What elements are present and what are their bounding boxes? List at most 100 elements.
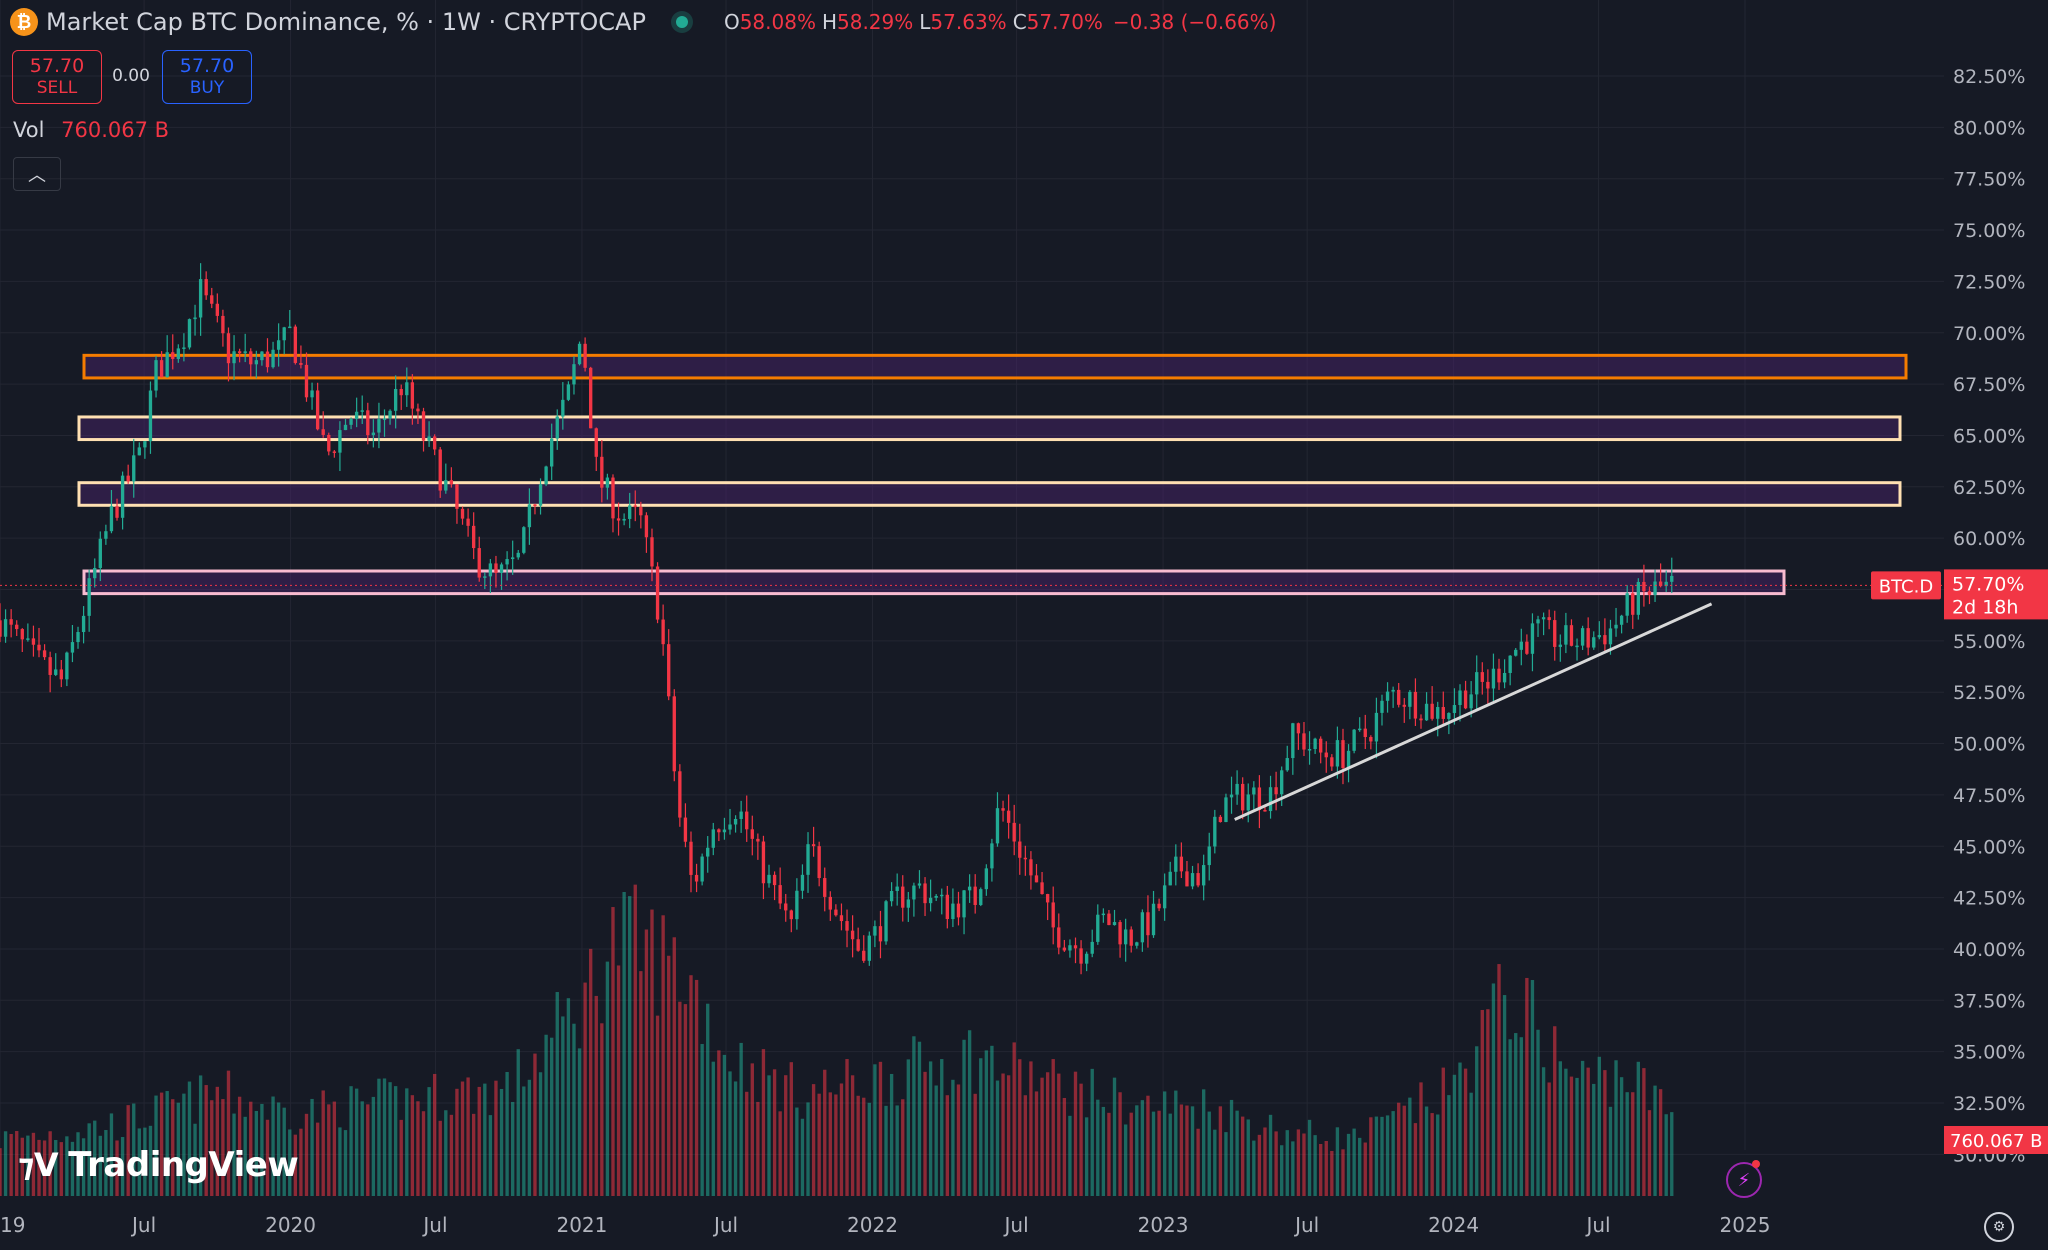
volume-bar (204, 1085, 208, 1196)
volume-bar (1096, 1099, 1100, 1196)
volume-legend: Vol 760.067 B (13, 118, 169, 142)
volume-bar (193, 1123, 197, 1196)
price-scale[interactable]: 82.50% 80.00% 77.50% 75.00% 72.50% 70.00% 67.5… (1944, 0, 2048, 1200)
volume-label-bg (1944, 1126, 2048, 1154)
volume-bar (828, 1092, 832, 1196)
volume-bar (232, 1113, 236, 1196)
candle-body (154, 360, 158, 391)
candle-body (1135, 942, 1139, 946)
settings-icon[interactable]: ⚙ (1984, 1212, 2014, 1242)
candle-body (934, 895, 938, 898)
candle-body (901, 886, 905, 908)
candle-body (1229, 794, 1234, 798)
volume-bar (1029, 1061, 1033, 1196)
candle-body (1118, 922, 1122, 945)
price-tick-label: 82.50% (1953, 66, 2025, 88)
volume-bar (488, 1115, 493, 1196)
candle-body (1018, 841, 1022, 858)
volume-bar (1441, 1067, 1445, 1196)
volume-bar (1118, 1092, 1122, 1196)
candle-body (628, 505, 632, 519)
candle-body (1508, 655, 1512, 673)
candle-body (321, 429, 325, 435)
volume-bar (332, 1101, 337, 1196)
volume-bar (460, 1081, 465, 1196)
candle-body (1586, 628, 1590, 648)
chart-area[interactable]: BTC.D (0, 0, 1944, 1200)
candle-body (1073, 945, 1078, 949)
candle-body (1436, 707, 1440, 719)
candle-body (1536, 619, 1540, 624)
candle-body (137, 447, 141, 456)
volume-bar (951, 1079, 955, 1196)
candle-body (15, 624, 19, 630)
candle-body (856, 939, 860, 951)
collapse-legend-button[interactable]: ︿ (13, 157, 61, 191)
candle-body (1196, 873, 1200, 886)
time-tick-label: 2019 (0, 1213, 25, 1237)
volume-bar (1084, 1117, 1089, 1196)
price-chart[interactable]: BTC.D (0, 0, 1944, 1200)
volume-bar (561, 1016, 565, 1196)
time-scale[interactable]: 2019 Jul 2020 Jul 2021 Jul 2022 Jul 2023 Jul 2024 J… (0, 1200, 2048, 1250)
candle-body (360, 410, 364, 412)
market-status-icon[interactable] (675, 16, 688, 28)
candle-body (1062, 947, 1067, 951)
candle-body (1486, 681, 1490, 689)
volume-bar (1491, 983, 1496, 1196)
candle-body (354, 411, 359, 420)
price-tick-label: 65.00% (1953, 425, 2025, 447)
volume-bar (1073, 1071, 1078, 1196)
volume-bar (889, 1073, 894, 1196)
volume-bar (9, 1134, 13, 1196)
volume-bar (1207, 1111, 1211, 1196)
lightning-icon[interactable]: ⚡ (1726, 1162, 1762, 1198)
volume-bar (132, 1103, 136, 1196)
open-key: O (723, 10, 740, 34)
volume-bar (1642, 1068, 1646, 1196)
candle-body (143, 441, 147, 448)
close-key: C (1012, 10, 1027, 34)
volume-bar (1670, 1112, 1674, 1196)
candle-body (427, 436, 431, 441)
sell-button[interactable]: 57.70 SELL (12, 50, 102, 104)
volume-bar (1408, 1097, 1412, 1196)
volume-bar (583, 982, 587, 1196)
candle-body (923, 883, 927, 904)
symbol-title[interactable]: Market Cap BTC Dominance, % · 1W · CRYPT… (46, 8, 646, 36)
candle-body (1631, 593, 1635, 615)
chevron-up-icon: ︿ (28, 165, 46, 186)
candle-body (371, 432, 376, 436)
volume-bar (1569, 1076, 1574, 1196)
volume-bar (1151, 1111, 1156, 1196)
volume-bar (1358, 1137, 1362, 1196)
candle-body (421, 411, 426, 441)
volume-bar (42, 1140, 47, 1196)
volume-bar (823, 1069, 827, 1196)
volume-bar (694, 979, 699, 1196)
volume-bar (265, 1119, 270, 1196)
candle-body (382, 418, 387, 420)
candle-body (862, 950, 866, 961)
time-tick-label: 2021 (556, 1213, 607, 1237)
candle-body (221, 315, 225, 334)
volume-bar (1385, 1115, 1390, 1196)
candle-body (232, 351, 236, 364)
volume-bar (878, 1061, 883, 1196)
volume-bar (65, 1136, 69, 1196)
volume-bar (1146, 1095, 1150, 1196)
volume-bar (120, 1137, 125, 1196)
volume-bar (388, 1082, 392, 1196)
volume-bar (733, 1081, 738, 1196)
volume-bar (31, 1132, 36, 1196)
tradingview-logo[interactable]: ⁊V TradingView (18, 1145, 299, 1185)
candle-body (1419, 718, 1423, 721)
volume-bar (1636, 1061, 1640, 1196)
candle-body (828, 896, 832, 910)
candle-body (1107, 913, 1111, 926)
volume-bar (522, 1086, 526, 1196)
buy-button[interactable]: 57.70 BUY (162, 50, 252, 104)
candle-body (1475, 672, 1479, 695)
candle-body (210, 295, 214, 304)
candle-body (767, 874, 771, 884)
